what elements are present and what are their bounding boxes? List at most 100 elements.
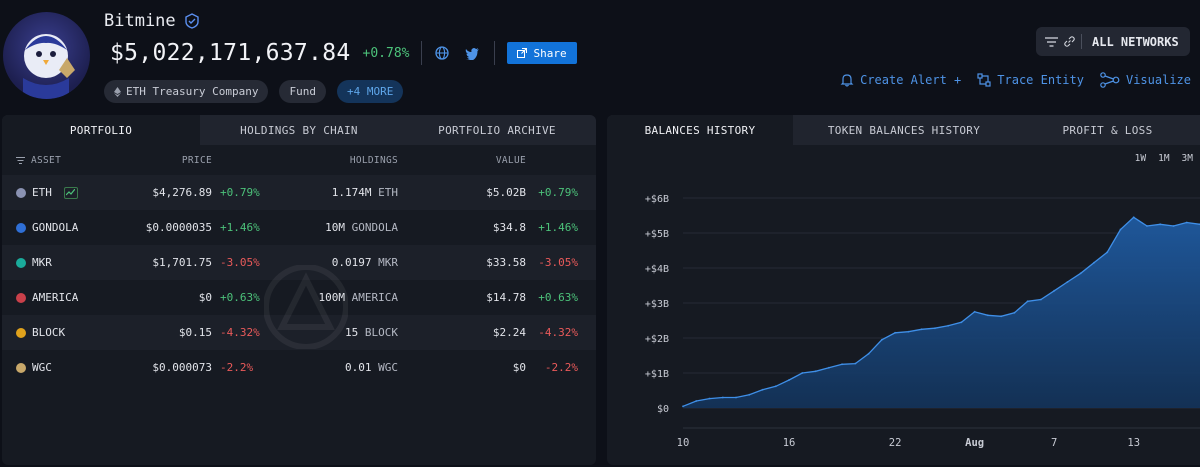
twitter-icon[interactable] (464, 45, 480, 61)
entity-avatar (3, 12, 90, 99)
token-icon (16, 222, 26, 233)
column-holdings[interactable]: HOLDINGS (349, 154, 398, 166)
asset-symbol: MKR (32, 256, 52, 269)
tab-portfolio-archive[interactable]: PORTFOLIO ARCHIVE (438, 123, 556, 137)
asset-symbol: WGC (32, 361, 52, 374)
data-point (973, 310, 976, 313)
table-row[interactable]: MKR $1,701.75 -3.05% 0.0197 MKR $33.58 -3.05% (2, 245, 596, 280)
range-3m[interactable]: 3M (1181, 153, 1193, 164)
range-1m[interactable]: 1M (1158, 153, 1170, 164)
data-point (801, 372, 804, 374)
data-point (986, 314, 989, 317)
trace-entity-button[interactable]: Trace Entity (977, 72, 1084, 88)
tab-portfolio[interactable]: PORTFOLIO (2, 115, 200, 145)
divider (494, 41, 496, 65)
x-tick-label: 7 (1051, 437, 1057, 449)
table-row[interactable]: GONDOLA $0.0000035 +1.46% 10M GONDOLA $34.8 +… (2, 210, 596, 245)
table-row[interactable]: WGC $0.000073 -2.2% 0.01 WGC $0 -2.2% (2, 350, 596, 385)
value-cell: $5.02B (486, 186, 526, 199)
asset-cell: AMERICA (2, 291, 142, 304)
share-label: Share (533, 46, 567, 60)
token-icon (16, 362, 26, 373)
globe-icon[interactable] (434, 45, 450, 61)
holdings-unit: ETH (378, 186, 398, 199)
divider (421, 41, 423, 65)
data-point (708, 397, 711, 400)
column-asset[interactable]: ASSET (2, 155, 142, 166)
value-change-cell: -3.05% (538, 256, 578, 269)
price-cell: $0.0000035 (145, 221, 212, 234)
data-point (735, 396, 738, 399)
data-point (960, 321, 963, 324)
y-tick-label: +$1B (645, 369, 669, 380)
y-tick-label: +$4B (645, 264, 669, 275)
trace-icon (977, 73, 991, 87)
value-change-cell: -2.2% (544, 361, 578, 374)
create-alert-button[interactable]: Create Alert + (840, 72, 961, 88)
price-cell: $1,701.75 (152, 256, 212, 269)
holdings-amount: 0.0197 (331, 256, 372, 269)
asset-cell: WGC (2, 361, 142, 374)
holdings-unit: AMERICA (351, 291, 398, 304)
price-change-cell: -2.2% (220, 361, 254, 374)
table-row[interactable]: BLOCK $0.15 -4.32% 15 BLOCK $2.24 -4.32% (2, 315, 596, 350)
column-value[interactable]: VALUE (495, 154, 526, 166)
data-point (1053, 289, 1056, 292)
data-point (1159, 223, 1162, 226)
balances-history-chart[interactable]: $0 +$1B +$2B +$3B +$4B +$5B +$6B 10 16 22 Aug 7 13 (607, 145, 1200, 465)
asset-symbol: GONDOLA (32, 221, 79, 234)
price-cell: $0 (198, 291, 212, 304)
network-filter-button[interactable]: ALL NETWORKS (1036, 27, 1190, 56)
tab-balances-history[interactable]: BALANCES HISTORY (607, 115, 793, 145)
share-icon (517, 48, 528, 58)
table-row[interactable]: ETH $4,276.89 +0.79% 1.174M ETH $5.02B +0.79% (2, 175, 596, 210)
column-price[interactable]: PRICE (181, 154, 212, 166)
table-row[interactable]: AMERICA $0 +0.63% 100M AMERICA $14.78 +0.63% (2, 280, 596, 315)
y-tick-label: +$5B (645, 229, 669, 240)
value-change-cell: +1.46% (538, 221, 578, 234)
table-header: ASSET PRICE HOLDINGS VALUE (2, 145, 596, 175)
arkham-watermark-icon (264, 265, 348, 349)
price-cell: $0.000073 (152, 361, 212, 374)
data-point (1119, 228, 1122, 231)
ethereum-icon (114, 86, 121, 97)
data-point (761, 388, 764, 391)
data-point (1106, 251, 1109, 254)
data-point (933, 327, 936, 330)
range-1w[interactable]: 1W (1134, 153, 1147, 164)
data-point (1026, 300, 1029, 303)
data-point (880, 338, 883, 341)
data-point (1013, 311, 1016, 314)
trend-chart-icon[interactable] (63, 186, 78, 199)
y-tick-label: +$6B (645, 194, 669, 205)
holdings-amount: 10M (325, 221, 346, 234)
filter-icon (1045, 36, 1058, 47)
price-change-cell: +1.46% (220, 221, 260, 234)
holdings-unit: BLOCK (364, 326, 398, 339)
y-tick-label: $0 (657, 404, 669, 415)
value-cell: $33.58 (486, 256, 526, 269)
price-change-cell: +0.63% (220, 291, 260, 304)
asset-symbol: AMERICA (32, 291, 79, 304)
holdings-amount: 100M (318, 291, 346, 304)
divider (1081, 34, 1082, 49)
tab-profit-loss[interactable]: PROFIT & LOSS (1062, 123, 1153, 137)
tag-eth-treasury[interactable]: ETH Treasury Company (104, 80, 269, 103)
entity-name: Bitmine (104, 11, 176, 31)
share-button[interactable]: Share (507, 42, 577, 64)
tag-more-button[interactable]: +4 MORE (336, 80, 404, 103)
link-icon (1064, 36, 1075, 47)
holdings-cell: 15 BLOCK (272, 326, 398, 339)
value-change-cell: +0.63% (538, 291, 578, 304)
value-cell: $0 (512, 361, 526, 374)
tab-token-balances-history[interactable]: TOKEN BALANCES HISTORY (827, 123, 981, 137)
visualize-button[interactable]: Visualize (1100, 72, 1191, 88)
column-asset-label: ASSET (31, 154, 62, 166)
holdings-unit: GONDOLA (351, 221, 398, 234)
tag-fund[interactable]: Fund (279, 80, 326, 103)
tab-holdings-by-chain[interactable]: HOLDINGS BY CHAIN (240, 123, 358, 137)
data-point (1079, 272, 1082, 275)
sort-icon (16, 156, 25, 164)
value-cell: $34.8 (492, 221, 526, 234)
data-point (788, 379, 791, 381)
